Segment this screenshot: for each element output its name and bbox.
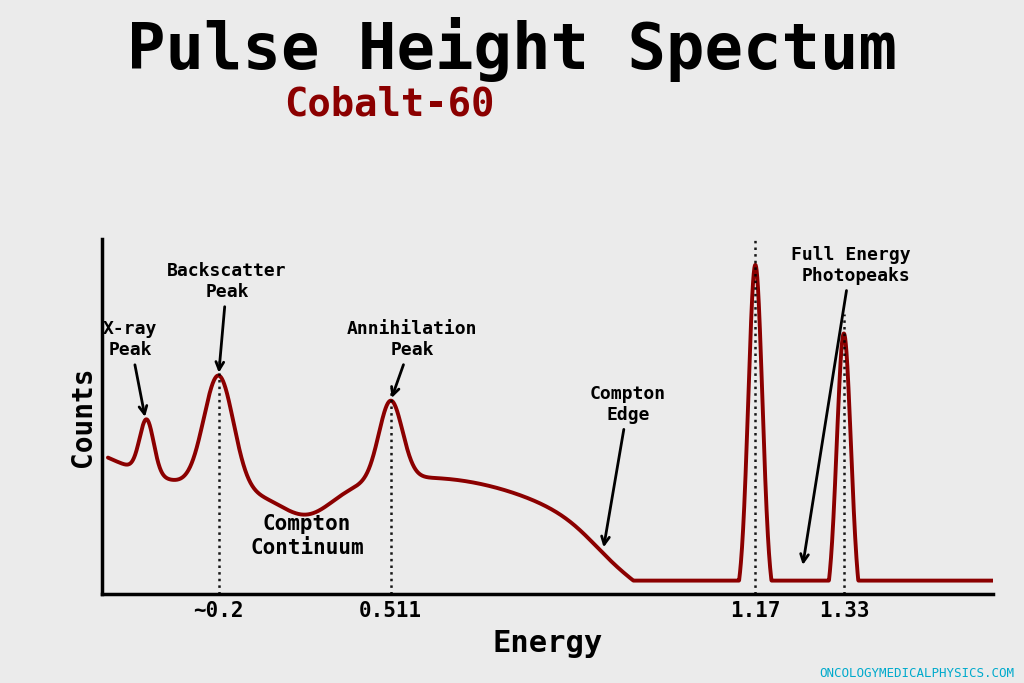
Text: Compton
Continuum: Compton Continuum: [250, 514, 364, 558]
X-axis label: Energy: Energy: [493, 630, 603, 658]
Text: Backscatter
Peak: Backscatter Peak: [167, 262, 287, 370]
Text: Pulse Height Spectum: Pulse Height Spectum: [127, 17, 897, 82]
Text: X-ray
Peak: X-ray Peak: [102, 320, 158, 414]
Text: Cobalt-60: Cobalt-60: [284, 85, 495, 124]
Text: Full Energy
Photopeaks: Full Energy Photopeaks: [791, 247, 910, 562]
Text: Compton
Edge: Compton Edge: [590, 385, 667, 544]
Y-axis label: Counts: Counts: [69, 366, 97, 467]
Text: ONCOLOGYMEDICALPHYSICS.COM: ONCOLOGYMEDICALPHYSICS.COM: [819, 667, 1014, 680]
Text: Annihilation
Peak: Annihilation Peak: [347, 320, 477, 395]
